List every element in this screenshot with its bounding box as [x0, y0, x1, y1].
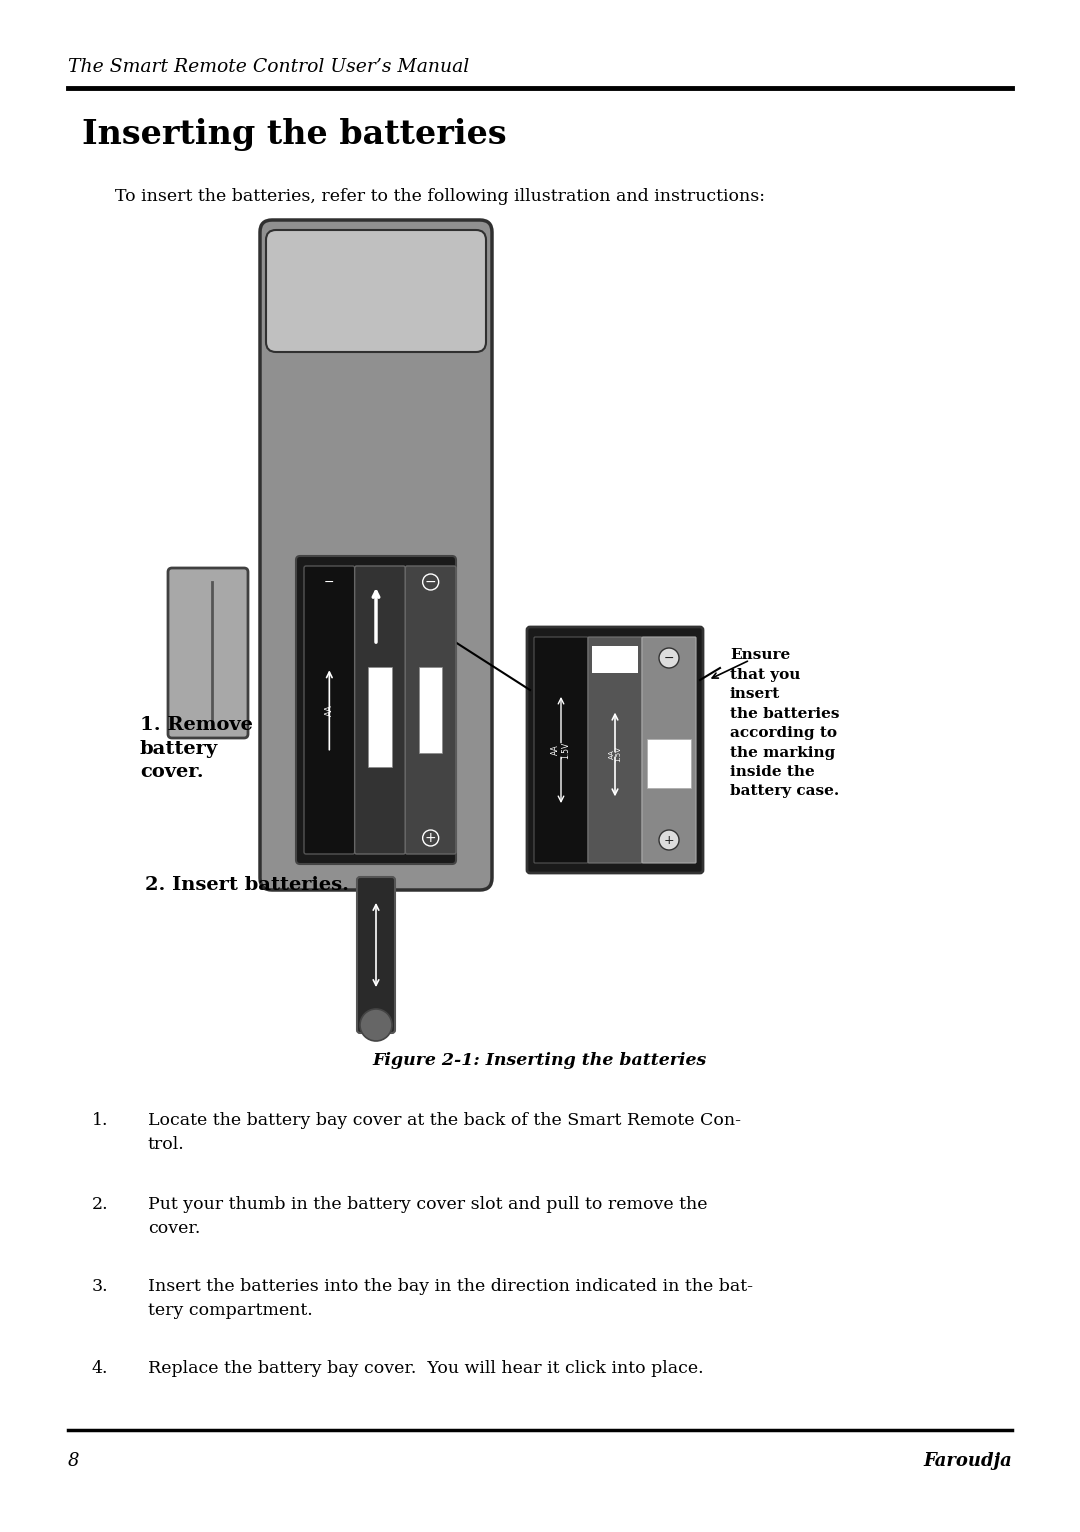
FancyBboxPatch shape	[303, 565, 354, 853]
Text: Insert the batteries into the bay in the direction indicated in the bat-
tery co: Insert the batteries into the bay in the…	[148, 1278, 753, 1319]
Circle shape	[360, 1010, 392, 1042]
Text: 1. Remove
battery
cover.: 1. Remove battery cover.	[140, 715, 253, 781]
Bar	[419, 668, 443, 752]
Text: +: +	[424, 830, 436, 846]
Text: The Smart Remote Control User’s Manual: The Smart Remote Control User’s Manual	[68, 58, 469, 77]
Bar	[368, 668, 392, 768]
Text: −: −	[324, 576, 335, 588]
Text: 4.: 4.	[92, 1360, 108, 1377]
Text: Ensure
that you
insert
the batteries
according to
the marking
inside the
battery: Ensure that you insert the batteries acc…	[730, 648, 839, 798]
FancyBboxPatch shape	[354, 565, 405, 853]
Text: 1.: 1.	[92, 1112, 108, 1129]
Text: 2. Insert batteries.: 2. Insert batteries.	[145, 876, 349, 895]
FancyBboxPatch shape	[266, 230, 486, 352]
Circle shape	[659, 648, 679, 668]
FancyBboxPatch shape	[296, 556, 456, 864]
Text: +: +	[664, 833, 674, 847]
FancyBboxPatch shape	[642, 637, 696, 863]
Bar	[647, 738, 691, 787]
Text: Locate the battery bay cover at the back of the Smart Remote Con-
trol.: Locate the battery bay cover at the back…	[148, 1112, 741, 1154]
Text: −: −	[424, 574, 436, 588]
FancyBboxPatch shape	[168, 568, 248, 738]
FancyBboxPatch shape	[534, 637, 588, 863]
Text: 3.: 3.	[92, 1278, 109, 1295]
FancyBboxPatch shape	[260, 221, 492, 890]
Text: 2.: 2.	[92, 1196, 109, 1213]
Text: −: −	[664, 651, 674, 665]
Text: Inserting the batteries: Inserting the batteries	[82, 118, 507, 152]
Bar	[592, 647, 638, 673]
Text: AA
1.5V: AA 1.5V	[551, 741, 570, 758]
FancyBboxPatch shape	[405, 565, 456, 853]
Text: To insert the batteries, refer to the following illustration and instructions:: To insert the batteries, refer to the fo…	[114, 188, 765, 205]
Text: Replace the battery bay cover.  You will hear it click into place.: Replace the battery bay cover. You will …	[148, 1360, 704, 1377]
FancyBboxPatch shape	[527, 627, 703, 873]
Text: Put your thumb in the battery cover slot and pull to remove the
cover.: Put your thumb in the battery cover slot…	[148, 1196, 707, 1238]
Text: Faroudja: Faroudja	[923, 1452, 1012, 1471]
FancyBboxPatch shape	[357, 876, 395, 1033]
Text: Figure 2-1: Inserting the batteries: Figure 2-1: Inserting the batteries	[373, 1052, 707, 1069]
Text: AA
1.5V: AA 1.5V	[608, 746, 621, 763]
FancyBboxPatch shape	[588, 637, 642, 863]
Circle shape	[659, 830, 679, 850]
Text: AA: AA	[325, 705, 334, 715]
Text: 8: 8	[68, 1452, 80, 1471]
